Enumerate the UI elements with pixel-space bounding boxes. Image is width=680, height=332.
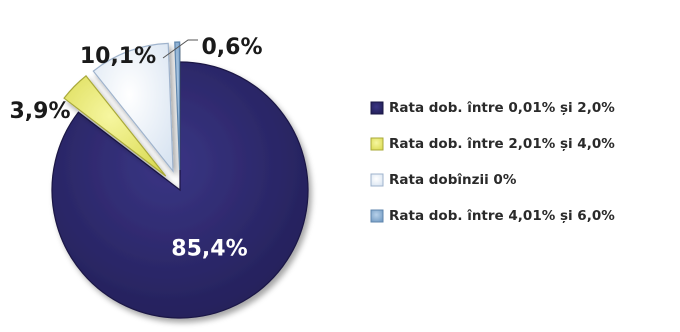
pie-slice bbox=[174, 41, 181, 171]
legend-label: Rata dob. între 2,01% și 4,0% bbox=[389, 136, 615, 152]
data-label: 85,4% bbox=[171, 237, 247, 262]
pie-slice bbox=[92, 42, 174, 174]
pie-slice bbox=[51, 61, 309, 319]
legend: Rata dob. între 0,01% și 2,0% Rata dob. î… bbox=[370, 100, 615, 224]
legend-swatch bbox=[370, 209, 384, 223]
pie-data-labels: 85,4% 3,9% 10,1% 0,6% bbox=[9, 35, 262, 262]
legend-swatch bbox=[370, 101, 384, 115]
pie-slices bbox=[51, 41, 309, 319]
legend-label: Rata dobînzii 0% bbox=[389, 172, 517, 188]
legend-swatch bbox=[370, 137, 384, 151]
leader-line bbox=[162, 39, 198, 59]
pie-slice bbox=[63, 75, 167, 177]
legend-label: Rata dob. între 4,01% și 6,0% bbox=[389, 208, 615, 224]
data-label: 0,6% bbox=[201, 35, 262, 60]
data-label: 3,9% bbox=[9, 99, 70, 124]
data-label: 10,1% bbox=[80, 44, 156, 69]
legend-swatch bbox=[370, 173, 384, 187]
legend-label: Rata dob. între 0,01% și 2,0% bbox=[389, 100, 615, 116]
